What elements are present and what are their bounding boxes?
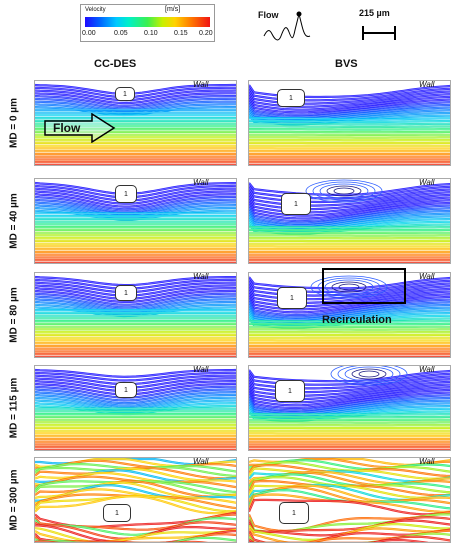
wall-label: Wall	[193, 457, 209, 466]
legend-tick: 0.15	[174, 30, 188, 37]
wall-label: Wall	[419, 457, 435, 466]
obstacle-1: 1	[103, 504, 131, 522]
panel-bvs-row-0: Wall 1	[248, 80, 451, 166]
wall-label: Wall	[193, 80, 209, 89]
streamline-field	[249, 275, 450, 357]
wall-label: Wall	[419, 178, 435, 187]
panel-cc-des-row-1: Wall 1	[34, 178, 237, 264]
legend-title: Velocity	[85, 7, 106, 13]
obstacle-1: 1	[115, 285, 137, 301]
obstacle-1: 1	[115, 185, 137, 203]
streamline-field	[35, 368, 236, 450]
legend-unit: [m/s]	[165, 6, 181, 13]
legend-colorbar	[85, 17, 210, 27]
recirculation-highlight-box	[322, 268, 406, 304]
scale-bar	[362, 26, 396, 40]
velocity-legend: Velocity [m/s] 0.00 0.05 0.10 0.15 0.20	[80, 4, 215, 42]
flow-icon-label: Flow	[258, 10, 279, 20]
column-header-bvs: BVS	[335, 58, 358, 70]
wall-label: Wall	[419, 272, 435, 281]
streamline-field	[249, 458, 450, 542]
obstacle-1: 1	[279, 502, 309, 524]
streamline-field	[35, 83, 236, 165]
row-label: MD = 80 µm	[8, 287, 20, 343]
streamline-field	[35, 275, 236, 357]
row-label: MD = 300 µm	[8, 469, 20, 531]
panel-cc-des-row-4: Wall 1	[34, 457, 237, 543]
recirculation-label: Recirculation	[322, 314, 392, 326]
legend-tick: 0.05	[114, 30, 128, 37]
flow-arrow-label: Flow	[53, 121, 81, 135]
wall-label: Wall	[419, 365, 435, 374]
obstacle-1: 1	[115, 87, 135, 101]
panel-cc-des-row-3: Wall 1	[34, 365, 237, 451]
obstacle-1: 1	[275, 380, 305, 402]
column-header-ccdes: CC-DES	[94, 58, 137, 70]
row-label: MD = 0 µm	[8, 98, 20, 148]
obstacle-1: 1	[115, 382, 137, 398]
flow-waveform-icon	[263, 11, 311, 41]
legend-tick: 0.20	[199, 30, 213, 37]
streamline-field	[35, 458, 236, 542]
wall-label: Wall	[193, 178, 209, 187]
obstacle-1: 1	[281, 193, 311, 215]
panel-cc-des-row-0: Wall 1	[34, 80, 237, 166]
streamline-field	[249, 179, 450, 263]
panel-bvs-row-4: Wall 1	[248, 457, 451, 543]
row-label: MD = 40 µm	[8, 193, 20, 249]
panel-bvs-row-1: Wall 1	[248, 178, 451, 264]
streamline-field	[35, 181, 236, 263]
obstacle-1: 1	[277, 89, 305, 107]
wall-label: Wall	[193, 272, 209, 281]
row-label: MD = 115 µm	[8, 377, 20, 439]
flow-direction-arrow	[44, 113, 116, 143]
obstacle-1: 1	[277, 287, 307, 309]
legend-tick: 0.10	[144, 30, 158, 37]
panel-bvs-row-2: Wall 1	[248, 272, 451, 358]
wall-label: Wall	[193, 365, 209, 374]
legend-tick: 0.00	[82, 30, 96, 37]
streamline-field	[249, 366, 450, 450]
panel-cc-des-row-2: Wall 1	[34, 272, 237, 358]
scale-label: 215 µm	[359, 8, 390, 18]
wall-label: Wall	[419, 80, 435, 89]
panel-bvs-row-3: Wall 1	[248, 365, 451, 451]
